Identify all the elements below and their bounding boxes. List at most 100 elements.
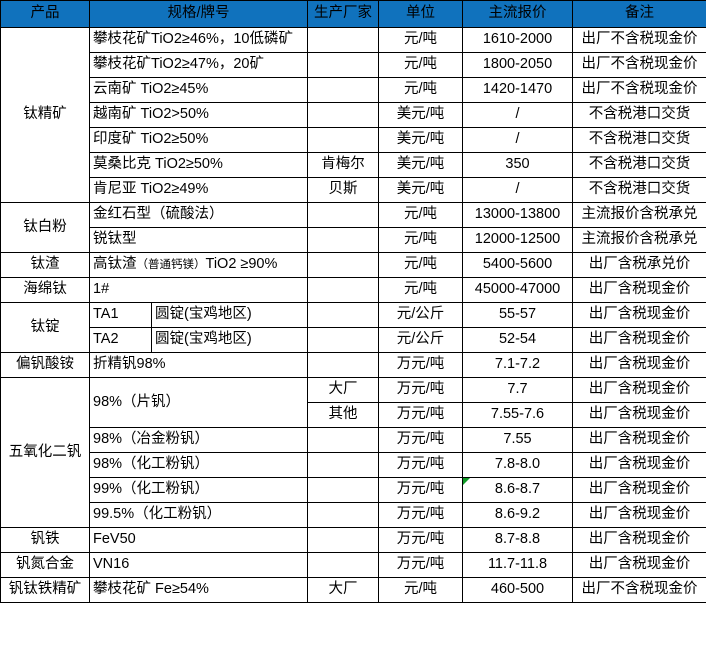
product-cell-titanium-ingot[interactable]: 钛锭: [0, 302, 90, 353]
unit-cell[interactable]: 万元/吨: [378, 527, 463, 553]
manufacturer-cell[interactable]: 肯梅尔: [307, 152, 379, 178]
spec-cell[interactable]: 99%（化工粉钒）: [89, 477, 308, 503]
col-header-remark[interactable]: 备注: [572, 0, 706, 28]
manufacturer-cell[interactable]: [307, 327, 379, 353]
remark-cell[interactable]: 出厂不含税现金价: [572, 577, 706, 603]
unit-cell[interactable]: 元/吨: [378, 252, 463, 278]
remark-cell[interactable]: 出厂含税现金价: [572, 402, 706, 428]
price-cell[interactable]: 55-57: [462, 302, 573, 328]
unit-cell[interactable]: 元/吨: [378, 577, 463, 603]
manufacturer-cell[interactable]: [307, 302, 379, 328]
price-cell[interactable]: 7.55-7.6: [462, 402, 573, 428]
price-cell[interactable]: /: [462, 127, 573, 153]
product-cell-titanium-slag[interactable]: 钛渣: [0, 252, 90, 278]
remark-cell[interactable]: 不含税港口交货: [572, 127, 706, 153]
product-cell-ferrovanadium[interactable]: 钒铁: [0, 527, 90, 553]
manufacturer-cell[interactable]: [307, 102, 379, 128]
remark-cell[interactable]: 不含税港口交货: [572, 152, 706, 178]
remark-cell[interactable]: 出厂含税现金价: [572, 377, 706, 403]
unit-cell[interactable]: 元/公斤: [378, 302, 463, 328]
spec-cell[interactable]: 1#: [89, 277, 308, 303]
spec-cell[interactable]: 莫桑比克 TiO2≥50%: [89, 152, 308, 178]
table-row[interactable]: 肯尼亚 TiO2≥49% 贝斯 美元/吨 / 不含税港口交货: [1, 177, 706, 203]
table-row[interactable]: 海绵钛 1# 元/吨 45000-47000 出厂含税现金价: [0, 277, 706, 303]
remark-cell[interactable]: 出厂含税现金价: [572, 277, 706, 303]
manufacturer-cell[interactable]: [307, 202, 379, 228]
unit-cell[interactable]: 万元/吨: [378, 477, 463, 503]
spec-grade-cell[interactable]: TA1: [89, 302, 152, 328]
col-header-unit[interactable]: 单位: [378, 0, 463, 28]
spec-detail-cell[interactable]: 圆锭(宝鸡地区): [151, 327, 308, 353]
unit-cell[interactable]: 万元/吨: [378, 452, 463, 478]
price-cell[interactable]: 1800-2050: [462, 52, 573, 78]
table-row[interactable]: 99.5%（化工粉钒） 万元/吨 8.6-9.2 出厂含税现金价: [1, 502, 706, 528]
manufacturer-cell[interactable]: 大厂: [307, 577, 379, 603]
spec-cell[interactable]: 攀枝花矿TiO2≥47%，20矿: [89, 52, 308, 78]
table-row[interactable]: 攀枝花矿TiO2≥47%，20矿 元/吨 1800-2050 出厂不含税现金价: [1, 52, 706, 78]
col-header-price[interactable]: 主流报价: [462, 0, 573, 28]
unit-cell[interactable]: 美元/吨: [378, 177, 463, 203]
table-row[interactable]: 印度矿 TiO2≥50% 美元/吨 / 不含税港口交货: [1, 127, 706, 153]
remark-cell[interactable]: 出厂含税现金价: [572, 302, 706, 328]
price-cell[interactable]: 5400-5600: [462, 252, 573, 278]
table-row[interactable]: 莫桑比克 TiO2≥50% 肯梅尔 美元/吨 350 不含税港口交货: [1, 152, 706, 178]
unit-cell[interactable]: 万元/吨: [378, 352, 463, 378]
remark-cell[interactable]: 出厂含税承兑价: [572, 252, 706, 278]
product-cell-vanadium-nitrogen-alloy[interactable]: 钒氮合金: [0, 552, 90, 578]
spec-grade-cell[interactable]: TA2: [89, 327, 152, 353]
spec-cell[interactable]: FeV50: [89, 527, 308, 553]
spec-detail-cell[interactable]: 圆锭(宝鸡地区): [151, 302, 308, 328]
table-row[interactable]: 云南矿 TiO2≥45% 元/吨 1420-1470 出厂不含税现金价: [1, 77, 706, 103]
product-cell-ammonium-metavanadate[interactable]: 偏钒酸铵: [0, 352, 90, 378]
product-cell-vanadium-pentoxide[interactable]: 五氧化二钒: [0, 377, 90, 528]
table-row[interactable]: 偏钒酸铵 折精钒98% 万元/吨 7.1-7.2 出厂含税现金价: [0, 352, 706, 378]
spec-cell[interactable]: 99.5%（化工粉钒）: [89, 502, 308, 528]
product-cell-titanium-dioxide[interactable]: 钛白粉: [0, 202, 90, 253]
manufacturer-cell[interactable]: [307, 552, 379, 578]
price-cell[interactable]: 460-500: [462, 577, 573, 603]
price-cell[interactable]: 52-54: [462, 327, 573, 353]
table-row[interactable]: 98%（冶金粉钒） 万元/吨 7.55 出厂含税现金价: [1, 427, 706, 453]
spec-cell[interactable]: 锐钛型: [89, 227, 308, 253]
remark-cell[interactable]: 出厂含税现金价: [572, 502, 706, 528]
unit-cell[interactable]: 万元/吨: [378, 377, 463, 403]
price-cell[interactable]: 1610-2000: [462, 27, 573, 53]
spec-cell[interactable]: 98%（片钒）: [89, 377, 308, 428]
manufacturer-cell[interactable]: [307, 27, 379, 53]
unit-cell[interactable]: 美元/吨: [378, 102, 463, 128]
unit-cell[interactable]: 元/吨: [378, 52, 463, 78]
table-row[interactable]: 99%（化工粉钒） 万元/吨 8.6-8.7 出厂含税现金价: [1, 477, 706, 503]
col-header-product[interactable]: 产品: [0, 0, 90, 28]
manufacturer-cell[interactable]: [307, 477, 379, 503]
spec-cell[interactable]: 肯尼亚 TiO2≥49%: [89, 177, 308, 203]
price-cell[interactable]: 11.7-11.8: [462, 552, 573, 578]
unit-cell[interactable]: 万元/吨: [378, 552, 463, 578]
spec-cell[interactable]: 越南矿 TiO2>50%: [89, 102, 308, 128]
remark-cell[interactable]: 出厂不含税现金价: [572, 77, 706, 103]
col-header-manufacturer[interactable]: 生产厂家: [307, 0, 379, 28]
unit-cell[interactable]: 元/吨: [378, 202, 463, 228]
col-header-spec[interactable]: 规格/牌号: [89, 0, 308, 28]
price-cell[interactable]: 7.55: [462, 427, 573, 453]
unit-cell[interactable]: 元/吨: [378, 27, 463, 53]
remark-cell[interactable]: 出厂含税现金价: [572, 527, 706, 553]
table-row[interactable]: 钛精矿 攀枝花矿TiO2≥46%，10低磷矿 元/吨 1610-2000 出厂不…: [0, 27, 706, 203]
table-row[interactable]: 越南矿 TiO2>50% 美元/吨 / 不含税港口交货: [1, 102, 706, 128]
product-cell-vanadium-titanium-iron-concentrate[interactable]: 钒钛铁精矿: [0, 577, 90, 603]
spec-cell[interactable]: 高钛渣（普通钙镁）TiO2 ≥90%: [89, 252, 308, 278]
price-cell[interactable]: 45000-47000: [462, 277, 573, 303]
price-cell[interactable]: 13000-13800: [462, 202, 573, 228]
unit-cell[interactable]: 美元/吨: [378, 127, 463, 153]
unit-cell[interactable]: 万元/吨: [378, 502, 463, 528]
table-row[interactable]: 锐钛型 元/吨 12000-12500 主流报价含税承兑: [1, 227, 706, 253]
unit-cell[interactable]: 元/吨: [378, 77, 463, 103]
table-row[interactable]: 钛锭 TA1 圆锭(宝鸡地区) 元/公斤 55-57 出厂含税现金价: [0, 302, 706, 353]
remark-cell[interactable]: 主流报价含税承兑: [572, 202, 706, 228]
manufacturer-cell[interactable]: [307, 127, 379, 153]
price-cell[interactable]: /: [462, 102, 573, 128]
remark-cell[interactable]: 主流报价含税承兑: [572, 227, 706, 253]
unit-cell[interactable]: 元/吨: [378, 227, 463, 253]
product-cell-titanium-sponge[interactable]: 海绵钛: [0, 277, 90, 303]
manufacturer-cell[interactable]: [307, 252, 379, 278]
spec-cell[interactable]: 攀枝花矿 Fe≥54%: [89, 577, 308, 603]
